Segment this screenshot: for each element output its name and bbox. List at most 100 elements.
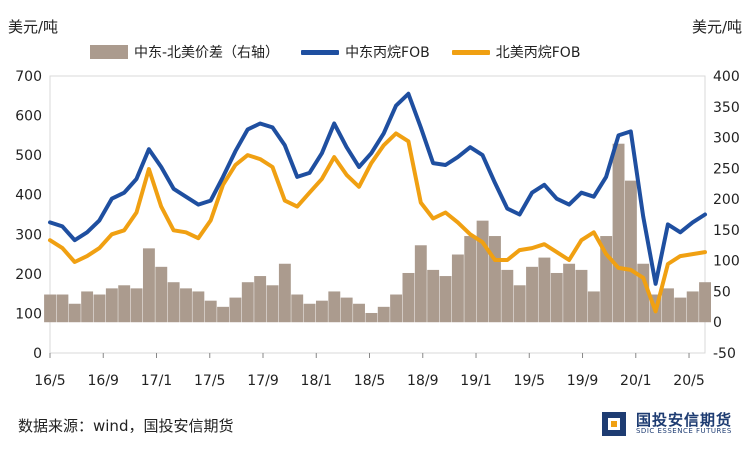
middle-east-fob-point (556, 198, 558, 200)
north-america-fob-point (556, 251, 558, 253)
middle-east-fob-point (444, 164, 446, 166)
north-america-fob-point (420, 202, 422, 204)
middle-east-fob-line (48, 91, 707, 286)
spread-bar (303, 303, 316, 323)
spread-bar (192, 291, 205, 323)
north-america-fob-point (395, 132, 397, 134)
north-america-fob-point (61, 247, 63, 249)
middle-east-fob-point (185, 196, 187, 198)
x-axis-tick-label: 17/1 (141, 373, 172, 389)
middle-east-fob-point (222, 176, 224, 178)
north-america-fob-point (271, 166, 273, 168)
middle-east-fob-point (593, 196, 595, 198)
x-axis-tick-label: 17/9 (247, 373, 278, 389)
spread-bar (217, 306, 230, 323)
legend-swatch-spread (90, 45, 128, 59)
spread-bar (365, 312, 378, 323)
spread-bar (93, 294, 106, 323)
middle-east-fob-point (630, 130, 632, 132)
north-america-fob-point (655, 310, 657, 312)
middle-east-fob-point (568, 204, 570, 206)
north-america-fob-point (259, 158, 261, 160)
middle-east-fob-point (49, 221, 51, 223)
company-logo: 国投安信期货 SDIC ESSENCE FUTURES (599, 410, 732, 438)
north-america-fob-point (531, 247, 533, 249)
middle-east-fob-point (111, 198, 113, 200)
north-america-fob-point (568, 259, 570, 261)
x-axis-tick-label: 18/5 (354, 373, 385, 389)
north-america-fob-point (704, 251, 706, 253)
legend-swatch-north-america (451, 49, 490, 55)
north-america-fob-point (593, 231, 595, 233)
middle-east-fob-point (333, 122, 335, 124)
north-america-fob-point (494, 259, 496, 261)
spread-bar (81, 291, 94, 323)
x-axis-tick-label: 16/9 (88, 373, 119, 389)
right-axis-tick-label: -50 (713, 346, 736, 362)
middle-east-fob-point (259, 122, 261, 124)
spread-bar (427, 269, 440, 323)
x-axis-tick-label: 16/5 (34, 373, 65, 389)
spread-bar (142, 248, 155, 323)
north-america-fob-point (519, 249, 521, 251)
spread-bar (155, 266, 168, 323)
right-axis-tick-label: 150 (713, 223, 740, 239)
middle-east-fob-point (61, 225, 63, 227)
left-axis-tick-label: 700 (15, 69, 42, 85)
spread-bar (254, 276, 267, 323)
spread-bar (56, 294, 69, 323)
spread-bar (612, 143, 625, 323)
north-america-fob-point (358, 186, 360, 188)
north-america-fob-point (247, 154, 249, 156)
north-america-fob-point (296, 206, 298, 208)
spread-bar (538, 257, 551, 323)
middle-east-fob-point (617, 134, 619, 136)
spread-bar (402, 272, 415, 323)
north-america-fob-point (148, 168, 150, 170)
left-axis-unit: 美元/吨 (8, 18, 59, 36)
middle-east-fob-point (136, 178, 138, 180)
north-america-fob-point (667, 263, 669, 265)
spread-bar (353, 303, 365, 323)
middle-east-fob-point (642, 215, 644, 217)
middle-east-fob-point (667, 223, 669, 225)
x-axis-tick-label: 20/1 (620, 373, 651, 389)
north-america-fob-point (123, 229, 125, 231)
right-axis-tick-label: 300 (713, 131, 740, 147)
middle-east-fob-point (296, 176, 298, 178)
left-axis-tick-label: 500 (15, 148, 42, 164)
left-axis-tick-label: 400 (15, 188, 42, 204)
logo-text-en: SDIC ESSENCE FUTURES (635, 427, 732, 436)
middle-east-fob-point (469, 146, 471, 148)
chart-legend: 中东-北美价差（右轴） 中东丙烷FOB 北美丙烷FOB (90, 42, 580, 62)
middle-east-fob-point (679, 231, 681, 233)
spread-bar (328, 291, 341, 323)
middle-east-fob-point (210, 200, 212, 202)
spread-bar (291, 294, 304, 323)
middle-east-fob-point (148, 148, 150, 150)
middle-east-fob-point (370, 152, 372, 154)
north-america-fob-point (136, 212, 138, 214)
legend-item-north-america: 北美丙烷FOB (451, 42, 580, 62)
right-axis-tick-label: 100 (713, 254, 740, 270)
spread-bar (686, 291, 699, 323)
spread-bar (340, 297, 353, 323)
spread-bar (575, 269, 588, 323)
north-america-fob-line (48, 131, 707, 314)
spread-bar (662, 288, 674, 323)
right-axis-tick-label: 0 (713, 315, 722, 331)
right-axis-tick-label: 350 (713, 100, 740, 116)
spread-bar (624, 180, 637, 323)
middle-east-fob-point (86, 231, 88, 233)
x-axis-tick-label: 18/9 (407, 373, 438, 389)
left-axis-tick-label: 100 (15, 306, 42, 322)
spread-bar (550, 272, 563, 323)
north-america-fob-point (234, 164, 236, 166)
north-america-fob-point (692, 253, 694, 255)
x-axis-tick-label: 19/1 (460, 373, 491, 389)
right-axis-tick-label: 50 (713, 284, 731, 300)
spread-bar (118, 285, 131, 323)
north-america-fob-point (49, 239, 51, 241)
middle-east-fob-point (519, 214, 521, 215)
